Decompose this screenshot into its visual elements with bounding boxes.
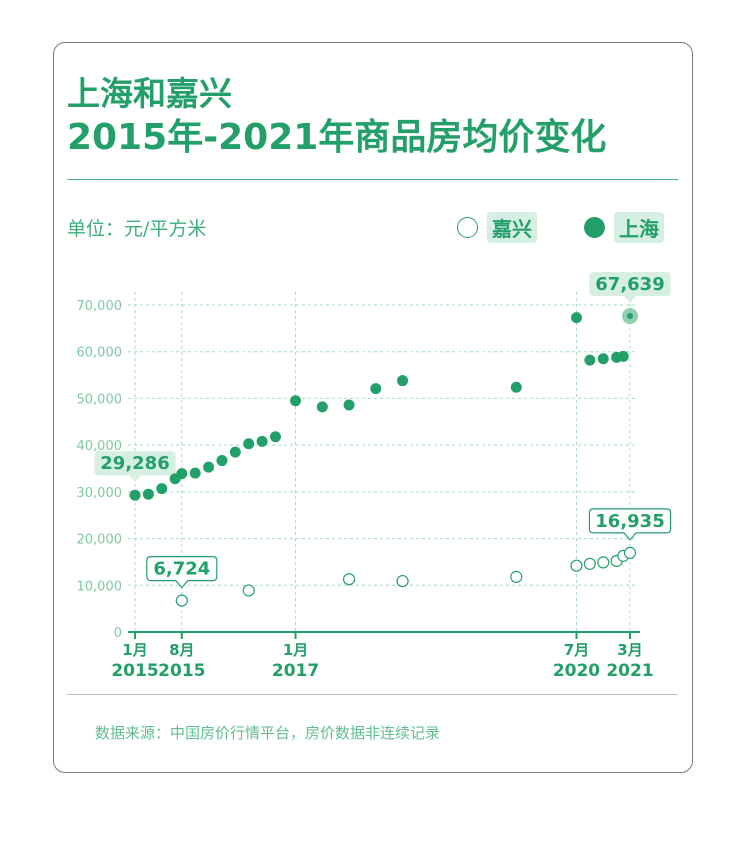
chart-card <box>53 42 693 773</box>
data-point-jiaxing <box>623 546 637 559</box>
data-label: 67,639 <box>595 274 664 295</box>
legend-label-jiaxing: 嘉兴 <box>487 212 537 243</box>
data-point-shanghai <box>397 375 409 387</box>
footer-divider <box>67 694 678 695</box>
data-point-shanghai <box>510 381 522 393</box>
legend-hollow-circle-icon <box>457 217 478 238</box>
y-tick-label: 60,000 <box>77 346 123 361</box>
callout-box <box>589 272 671 297</box>
data-point-jiaxing <box>342 573 356 586</box>
y-tick-label: 50,000 <box>77 392 123 407</box>
data-point-jiaxing <box>396 574 409 588</box>
data-label-callout-shanghai: 29,286 <box>94 451 176 483</box>
data-point-shanghai <box>189 467 201 479</box>
callout-box <box>94 451 176 476</box>
y-tick-label: 0 <box>114 626 122 641</box>
data-point-shanghai <box>343 399 355 411</box>
data-point-shanghai <box>370 383 382 395</box>
y-tick-label: 20,000 <box>77 533 123 548</box>
x-tick-month-label: 1月 <box>122 641 147 659</box>
data-point-shanghai <box>597 353 609 365</box>
x-tick-year-label: 2015 <box>158 661 205 681</box>
chart-title-line2: 2015年-2021年商品房均价变化 <box>67 117 607 158</box>
data-point-shanghai <box>584 354 596 366</box>
data-point-shanghai <box>617 350 629 362</box>
data-point-shanghai <box>142 488 154 500</box>
x-tick-month-label: 3月 <box>617 641 642 659</box>
y-tick-label: 10,000 <box>77 579 123 594</box>
title-divider <box>67 179 678 180</box>
data-label-callout-jiaxing: 16,935 <box>588 508 672 541</box>
legend-solid-circle-icon <box>584 217 605 238</box>
data-point-shanghai <box>269 431 281 443</box>
unit-label: 单位：元/平方米 <box>67 218 207 240</box>
data-point-shanghai <box>176 468 188 480</box>
y-tick-label: 30,000 <box>77 486 123 501</box>
data-point-shanghai <box>243 438 255 450</box>
legend-item-shanghai: 上海 <box>584 212 664 243</box>
callout-pointer <box>129 475 141 483</box>
x-tick-year-label: 2021 <box>606 661 653 681</box>
y-tick-label: 70,000 <box>77 299 123 314</box>
data-point-shanghai <box>216 455 228 467</box>
x-tick-year-label: 2020 <box>553 661 600 681</box>
x-tick-year-label: 2015 <box>111 661 158 681</box>
data-point-shanghai <box>256 435 268 447</box>
chart-title: 上海和嘉兴 2015年-2021年商品房均价变化 <box>67 72 606 160</box>
data-point-shanghai <box>156 483 168 495</box>
data-point-jiaxing <box>242 584 255 597</box>
y-tick-label: 40,000 <box>77 439 123 454</box>
data-point-jiaxing <box>175 594 188 607</box>
data-label-callout-shanghai: 67,639 <box>589 272 671 304</box>
data-point-shanghai <box>290 395 302 407</box>
data-point-jiaxing <box>570 559 583 572</box>
data-point-shanghai <box>203 461 215 473</box>
data-point-shanghai <box>627 313 633 320</box>
callout-box <box>588 508 672 541</box>
x-tick-month-label: 7月 <box>564 641 589 659</box>
data-point-shanghai <box>129 489 141 501</box>
x-tick-month-label: 1月 <box>283 641 308 659</box>
data-label: 29,286 <box>100 453 169 474</box>
x-tick-month-label: 8月 <box>169 641 194 659</box>
data-point-jiaxing <box>583 557 596 570</box>
legend-label-shanghai: 上海 <box>614 212 664 243</box>
x-tick-year-label: 2017 <box>272 661 319 681</box>
data-point-jiaxing <box>510 570 523 583</box>
data-point-shanghai <box>316 401 328 413</box>
legend-item-jiaxing: 嘉兴 <box>457 212 537 243</box>
chart-title-line1: 上海和嘉兴 <box>67 74 232 113</box>
data-label: 16,935 <box>595 511 664 532</box>
data-point-shanghai <box>229 446 241 458</box>
callout-box <box>146 555 218 589</box>
callout-pointer <box>624 296 636 304</box>
data-label: 6,724 <box>153 559 210 580</box>
data-label-callout-jiaxing: 6,724 <box>146 555 218 589</box>
source-note: 数据来源：中国房价行情平台，房价数据非连续记录 <box>95 724 441 742</box>
data-point-shanghai <box>570 312 582 324</box>
data-point-jiaxing <box>597 556 610 569</box>
